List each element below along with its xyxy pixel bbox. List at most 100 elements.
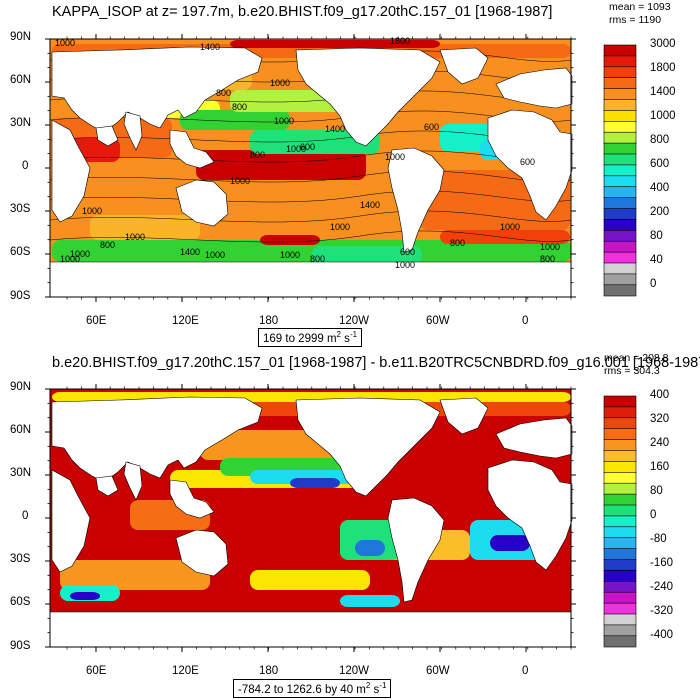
lon-label: 120W <box>339 665 370 677</box>
lon-label: 60W <box>426 665 450 677</box>
colorbar-swatch <box>603 482 637 495</box>
lon-label: 120E <box>172 665 199 677</box>
range-unit-tail: s <box>370 683 380 696</box>
lat-label: 0 <box>22 160 29 172</box>
lat-label: 30S <box>10 203 31 215</box>
colorbar-label: 1800 <box>650 62 676 74</box>
land-mass <box>295 397 441 497</box>
lat-label: 90S <box>10 640 31 652</box>
lat-label: 60N <box>10 424 32 436</box>
colorbar-swatch <box>603 635 637 648</box>
contour-label: 1000 <box>385 152 405 162</box>
contour-label: 1000 <box>82 206 102 216</box>
colorbar-swatch <box>603 439 637 452</box>
range-unit-sup2: -1 <box>349 330 358 339</box>
contour-label: 800 <box>216 88 231 98</box>
colorbar-label: -240 <box>650 581 674 593</box>
colorbar-swatch <box>603 284 637 297</box>
land-mass <box>169 129 215 169</box>
contour-label: 1000 <box>540 242 560 252</box>
colorbar-swatch <box>603 570 637 582</box>
field-patch <box>355 540 385 556</box>
contour-label: 1000 <box>55 38 75 48</box>
field-patch <box>180 110 290 130</box>
contour-label: 1000 <box>500 222 520 232</box>
lat-label: 60S <box>10 246 31 258</box>
contour-label: 1000 <box>70 249 90 259</box>
contour-label: 600 <box>400 247 415 257</box>
colorbar-top <box>603 44 637 297</box>
contour-label: 1000 <box>395 260 415 270</box>
stat-rms: rms = 1190 <box>609 14 662 26</box>
colorbar-swatch <box>603 548 637 561</box>
contour-label: 800 <box>100 240 115 250</box>
lat-label: 90N <box>10 31 32 43</box>
lon-label: 120W <box>339 315 370 327</box>
colorbar-swatch <box>603 504 637 517</box>
lat-label: 90S <box>10 290 31 302</box>
land-mass <box>169 479 215 519</box>
range-unit-sup: 2 <box>365 681 371 690</box>
contour-label: 1400 <box>180 247 200 257</box>
colorbar-label: 400 <box>650 389 670 401</box>
range-unit-sup: 2 <box>336 330 341 339</box>
contour-label: 600 <box>424 122 439 132</box>
colorbar-swatch <box>603 537 637 550</box>
colorbar-label: -80 <box>650 533 667 545</box>
land-mass <box>51 119 91 223</box>
field-patch <box>250 130 380 154</box>
contour-label: 800 <box>250 150 265 160</box>
contour-label: 1000 <box>280 250 300 260</box>
colorbar-swatch <box>603 581 637 593</box>
contour-label: 1000 <box>60 254 80 264</box>
contour-label: 1000 <box>286 144 306 154</box>
colorbar-label: 80 <box>650 485 663 497</box>
colorbar-swatch <box>603 493 637 506</box>
colorbar-swatch <box>603 395 637 408</box>
lat-label: 60N <box>10 74 32 86</box>
field-patch <box>312 246 422 264</box>
land-mass <box>51 469 91 573</box>
colorbar-label: 40 <box>650 254 663 266</box>
lon-label: 60E <box>86 315 107 327</box>
colorbar-label: 320 <box>650 413 670 425</box>
land-mass <box>495 417 573 459</box>
colorbar-label: 0 <box>650 278 657 290</box>
contour-label: 1400 <box>200 42 220 52</box>
land-mass <box>175 529 229 577</box>
contour-label: 600 <box>520 157 535 167</box>
range-unit-sup2: -1 <box>379 681 387 690</box>
colorbar-swatch <box>603 526 637 539</box>
colorbar-swatch <box>603 602 637 615</box>
colorbar-label: 1000 <box>650 110 676 122</box>
contour-label: 800 <box>450 238 465 248</box>
lon-label: 0 <box>522 315 529 327</box>
contour-label: 1400 <box>360 200 380 210</box>
colorbar-swatch <box>603 406 637 419</box>
lon-label: 60E <box>86 665 107 677</box>
contour-line <box>49 190 572 203</box>
lat-label: 90N <box>10 381 32 393</box>
field-patch <box>250 570 370 590</box>
colorbar-label: 800 <box>650 134 670 146</box>
field-patch <box>200 430 340 460</box>
land-mass <box>495 67 573 109</box>
stat-mean: mean = 208.8 <box>604 352 669 364</box>
contour-label: 1000 <box>330 222 350 232</box>
contour-label: 1000 <box>274 116 294 126</box>
colorbar-label: 160 <box>650 461 670 473</box>
field-patch <box>490 535 530 551</box>
colorbar-swatch <box>603 624 637 637</box>
lat-label: 30N <box>10 467 32 479</box>
land-mass <box>387 497 445 603</box>
contour-label: 800 <box>310 254 325 264</box>
stat-mean: mean = 1093 <box>609 1 671 13</box>
field-patch <box>230 40 440 48</box>
colorbar-swatch <box>603 450 637 462</box>
colorbar-swatch <box>603 428 637 441</box>
colorbar-swatch <box>603 472 637 484</box>
field-patch <box>340 595 400 607</box>
colorbar-label: 240 <box>650 437 670 449</box>
contour-line <box>49 210 572 223</box>
